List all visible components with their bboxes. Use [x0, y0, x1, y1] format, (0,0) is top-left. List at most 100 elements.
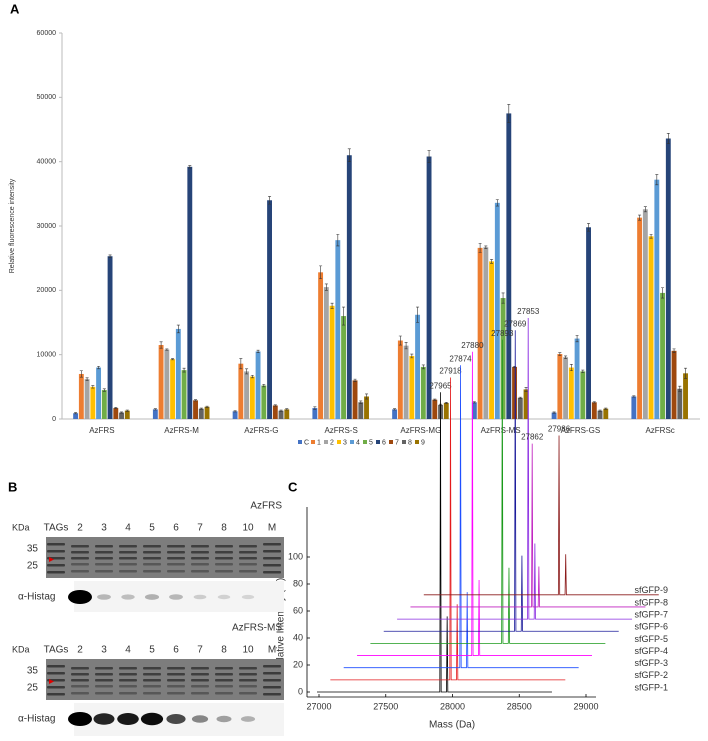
series-label: sfGFP-7 — [634, 609, 668, 619]
bar — [512, 366, 517, 419]
gel-band — [239, 551, 257, 554]
lane-label: 6 — [173, 523, 179, 534]
bar — [204, 406, 210, 419]
gel-band — [215, 679, 233, 682]
gel-band — [143, 545, 161, 548]
gel-band — [47, 665, 65, 668]
bar — [631, 396, 637, 419]
gel-band — [191, 557, 209, 560]
bar — [494, 202, 500, 419]
error-bar — [587, 223, 591, 232]
bar — [84, 379, 90, 419]
gel-band — [143, 551, 161, 554]
kda-label: KDa — [12, 522, 30, 532]
gel-band — [191, 692, 209, 695]
lane-label: 6 — [173, 645, 179, 656]
bar — [329, 305, 335, 419]
bar — [261, 385, 267, 419]
gel-band — [95, 692, 113, 695]
gel-band — [167, 692, 185, 695]
gel-band — [167, 679, 185, 682]
bar — [346, 155, 352, 419]
bar — [591, 402, 597, 419]
arrow — [49, 679, 54, 684]
x-tick-label: AzFRS-G — [244, 426, 278, 435]
gel-band — [191, 563, 209, 566]
y-tick-label: 100 — [288, 551, 303, 561]
legend-label: 4 — [356, 439, 360, 446]
marker-label: 25 — [27, 683, 39, 694]
gel-band — [263, 543, 281, 546]
error-bar — [336, 234, 340, 247]
bar — [443, 402, 449, 419]
lane-label: 7 — [197, 523, 203, 534]
error-bar — [427, 150, 431, 163]
gel-band — [143, 685, 161, 688]
gel-band — [71, 545, 89, 548]
error-bar — [194, 399, 198, 402]
bar — [124, 410, 130, 419]
gel-band — [239, 570, 257, 573]
error-bar — [120, 411, 124, 414]
error-bar — [262, 383, 266, 388]
error-bar — [233, 410, 237, 413]
error-bar — [433, 398, 437, 401]
peak-label: 27893 — [491, 329, 514, 338]
legend-swatch — [337, 440, 341, 444]
legend-swatch — [363, 440, 367, 444]
marker-label: 35 — [27, 666, 39, 677]
error-bar — [188, 165, 192, 169]
blot-label: α-Histag — [18, 592, 55, 603]
gel-band — [71, 679, 89, 682]
gel-band — [215, 557, 233, 560]
error-bar — [171, 358, 175, 361]
error-bar — [507, 104, 511, 123]
gel-band — [239, 673, 257, 676]
peak-label: 27880 — [461, 341, 484, 350]
gel-band — [143, 557, 161, 560]
gel-band — [95, 570, 113, 573]
series-label: sfGFP-5 — [634, 634, 668, 644]
error-bar — [313, 406, 317, 410]
gel-band — [71, 570, 89, 573]
bar — [193, 400, 198, 419]
bar — [586, 227, 591, 419]
y-tick-label: 80 — [293, 578, 303, 588]
legend-label: 8 — [408, 439, 412, 446]
bar — [426, 156, 432, 419]
bar — [244, 371, 250, 419]
peak-label: 27918 — [439, 367, 462, 376]
gel-band — [71, 673, 89, 676]
gel-band — [71, 667, 89, 670]
gel-band — [167, 545, 185, 548]
gel-band — [263, 571, 281, 574]
error-bar — [165, 348, 169, 351]
lane-label: 5 — [149, 645, 155, 656]
gel-band — [167, 563, 185, 566]
error-bar — [501, 292, 505, 304]
gel-band — [239, 563, 257, 566]
gel-band — [215, 545, 233, 548]
gel-band — [143, 673, 161, 676]
lane-label: 3 — [101, 645, 107, 656]
gel-band — [191, 570, 209, 573]
blot-band — [216, 715, 232, 723]
bar — [563, 357, 569, 419]
bar — [318, 272, 324, 419]
gel-band — [143, 692, 161, 695]
bar — [96, 367, 102, 419]
error-bar — [182, 367, 186, 373]
gel-band — [263, 557, 281, 560]
legend-label: 9 — [421, 439, 425, 446]
gel-band — [215, 551, 233, 554]
gel-band — [95, 563, 113, 566]
bar — [523, 389, 529, 419]
series-label: sfGFP-9 — [634, 585, 668, 595]
error-bar — [564, 355, 568, 359]
blot-band — [240, 716, 256, 722]
gel-band — [95, 673, 113, 676]
gel-band — [143, 667, 161, 670]
series-label: sfGFP-6 — [634, 622, 668, 632]
lane-label: 8 — [221, 523, 227, 534]
y-tick-label: 50000 — [37, 94, 57, 101]
